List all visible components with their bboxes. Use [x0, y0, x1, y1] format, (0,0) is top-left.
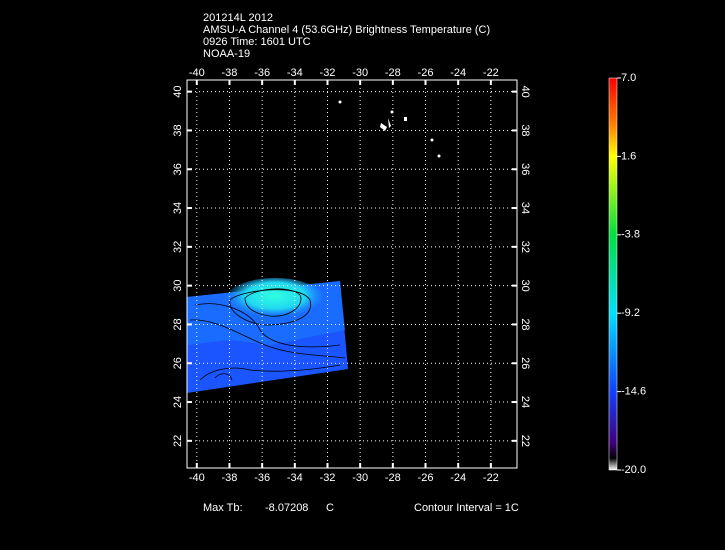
x-tick-label: -28	[385, 472, 401, 484]
x-tick-label: -26	[418, 67, 434, 79]
colorbar-label: -14.6	[621, 386, 646, 398]
footer: Max Tb: -8.07208 C Contour Interval = 1C	[203, 502, 519, 514]
x-tick-label: -22	[483, 472, 499, 484]
y-tick-label: 28	[172, 318, 184, 330]
y-tick-label: 34	[519, 202, 531, 214]
colorbar	[608, 77, 618, 471]
header-line: 0926 Time: 1601 UTC	[203, 36, 311, 48]
colorbar-label: -9.2	[621, 307, 640, 319]
x-tick-label: -34	[287, 472, 303, 484]
axes: -40 -40 -38 -38 -36 -36 -34 -34 -32 -32 -30 -30 -28 -…	[172, 67, 531, 484]
map-frame	[186, 79, 518, 469]
contours	[189, 288, 346, 381]
y-tick-label: 40	[172, 86, 184, 98]
x-tick-label: -38	[222, 472, 238, 484]
x-tick-label: -24	[450, 472, 466, 484]
contour-interval: Contour Interval = 1C	[414, 502, 519, 514]
warm-core	[225, 278, 325, 322]
colorbar-label: -3.8	[621, 229, 640, 241]
x-tick-label: -30	[352, 472, 368, 484]
header: 201214L 2012 AMSU-A Channel 4 (53.6GHz) …	[203, 12, 490, 60]
colorbar-label: -20.0	[621, 464, 646, 476]
x-tick-label: -34	[287, 67, 303, 79]
colorbar-ticks: 7.0 1.6 -3.8 -9.2 -14.6 -20.0	[617, 72, 646, 476]
header-line: AMSU-A Channel 4 (53.6GHz) Brightness Te…	[203, 24, 490, 36]
y-tick-label: 22	[172, 435, 184, 447]
y-tick-label: 26	[519, 357, 531, 369]
y-tick-label: 26	[172, 357, 184, 369]
y-tick-label: 34	[172, 202, 184, 214]
x-tick-label: -38	[222, 67, 238, 79]
max-value: -8.07208	[265, 502, 308, 514]
y-tick-label: 30	[519, 280, 531, 292]
y-tick-label: 24	[519, 396, 531, 408]
y-tick-label: 36	[172, 163, 184, 175]
y-tick-label: 30	[172, 280, 184, 292]
y-tick-label: 32	[172, 241, 184, 253]
x-tick-label: -40	[189, 472, 205, 484]
x-tick-label: -36	[254, 67, 270, 79]
y-tick-label: 28	[519, 318, 531, 330]
x-tick-label: -30	[352, 67, 368, 79]
x-tick-label: -36	[254, 472, 270, 484]
colorbar-label: 7.0	[621, 72, 636, 84]
y-tick-label: 38	[519, 124, 531, 136]
y-tick-label: 38	[172, 124, 184, 136]
x-tick-label: -40	[189, 67, 205, 79]
max-label: Max Tb:	[203, 502, 243, 514]
header-line: NOAA-19	[203, 48, 250, 60]
colorbar-label: 1.6	[621, 150, 636, 162]
x-tick-label: -22	[483, 67, 499, 79]
x-tick-label: -28	[385, 67, 401, 79]
header-line: 201214L 2012	[203, 12, 273, 24]
max-unit: C	[326, 502, 334, 514]
x-tick-label: -32	[320, 67, 336, 79]
cloud-marks	[338, 100, 441, 158]
y-tick-label: 24	[172, 396, 184, 408]
x-tick-label: -32	[320, 472, 336, 484]
y-tick-label: 36	[519, 163, 531, 175]
y-tick-label: 22	[519, 435, 531, 447]
x-tick-label: -24	[450, 67, 466, 79]
y-tick-label: 40	[519, 86, 531, 98]
y-tick-label: 32	[519, 241, 531, 253]
x-tick-label: -26	[418, 472, 434, 484]
swath	[187, 278, 348, 393]
